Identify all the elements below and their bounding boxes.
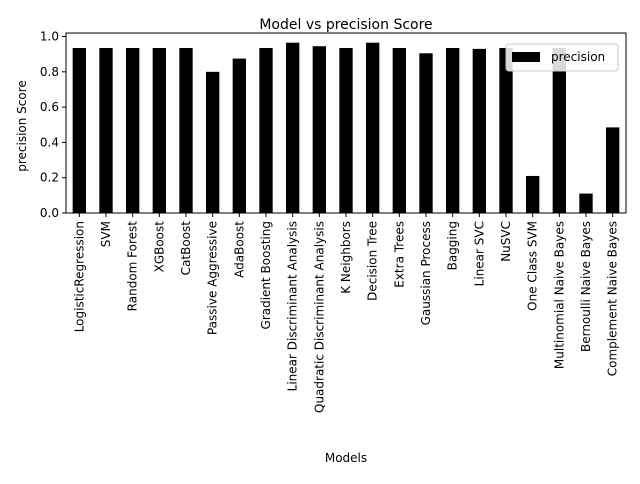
bar: [606, 127, 620, 213]
bar: [552, 48, 566, 213]
y-tick-label: 1.0: [40, 30, 59, 44]
bar: [392, 48, 406, 213]
x-tick-label: NuSVC: [499, 221, 513, 262]
x-tick-label: Gradient Boosting: [259, 221, 273, 329]
x-tick-label: Complement Naive Bayes: [606, 221, 620, 376]
legend: precision: [505, 43, 619, 72]
bar: [286, 42, 300, 213]
x-tick-label: Linear Discriminant Analysis: [286, 221, 300, 391]
bar: [259, 48, 273, 213]
x-tick-label: AdaBoost: [232, 221, 246, 278]
bar: [179, 48, 193, 213]
bar: [446, 48, 460, 213]
bar: [99, 48, 113, 213]
x-tick-label: Passive Aggressive: [206, 221, 220, 335]
bar: [232, 58, 246, 214]
x-tick-label: Bernoulli Naive Bayes: [579, 221, 593, 352]
bar: [72, 48, 86, 213]
x-tick-label: Extra Trees: [392, 221, 406, 288]
bar: [526, 175, 540, 213]
bar: [499, 48, 513, 213]
y-tick-label: 0.4: [40, 135, 59, 149]
x-tick-label: LogisticRegression: [72, 221, 86, 332]
x-tick-label: One Class SVM: [526, 221, 540, 311]
x-tick-label: Linear SVC: [472, 221, 486, 286]
bar: [312, 46, 326, 214]
legend-label: precision: [551, 50, 605, 64]
y-axis-label: precision Score: [15, 80, 29, 172]
x-tick-label: K Neighbors: [339, 221, 353, 294]
x-tick-label: XGBoost: [152, 221, 166, 273]
y-axis-ticks: 0.0 0.2 0.4 0.6 0.8 1.0: [40, 30, 66, 220]
x-axis-label: Models: [325, 451, 367, 465]
bar: [366, 42, 380, 213]
bar: [152, 48, 166, 213]
bar: [579, 193, 593, 213]
legend-swatch: [512, 52, 540, 62]
x-tick-label: Multinomial Naive Bayes: [552, 221, 566, 369]
x-tick-label: Gaussian Process: [419, 221, 433, 325]
chart-title: Model vs precision Score: [259, 17, 432, 33]
x-axis-ticks: LogisticRegression SVM Random Forest XGBoos…: [72, 213, 620, 413]
y-tick-label: 0.6: [40, 100, 59, 114]
bars-layer: [72, 42, 620, 214]
bar: [126, 48, 140, 213]
x-tick-label: Decision Tree: [366, 221, 380, 301]
y-tick-label: 0.0: [40, 206, 59, 220]
legend-box: [505, 43, 619, 72]
bar: [206, 71, 220, 213]
bar: [339, 48, 353, 213]
x-tick-label: CatBoost: [179, 221, 193, 276]
x-tick-label: SVM: [99, 221, 113, 247]
bar: [419, 53, 433, 214]
y-tick-label: 0.2: [40, 171, 59, 185]
x-tick-label: Quadratic Discriminant Analysis: [312, 221, 326, 413]
x-tick-label: Random Forest: [126, 221, 140, 312]
y-tick-label: 0.8: [40, 65, 59, 79]
bar: [472, 48, 486, 213]
x-tick-label: Bagging: [446, 221, 460, 270]
